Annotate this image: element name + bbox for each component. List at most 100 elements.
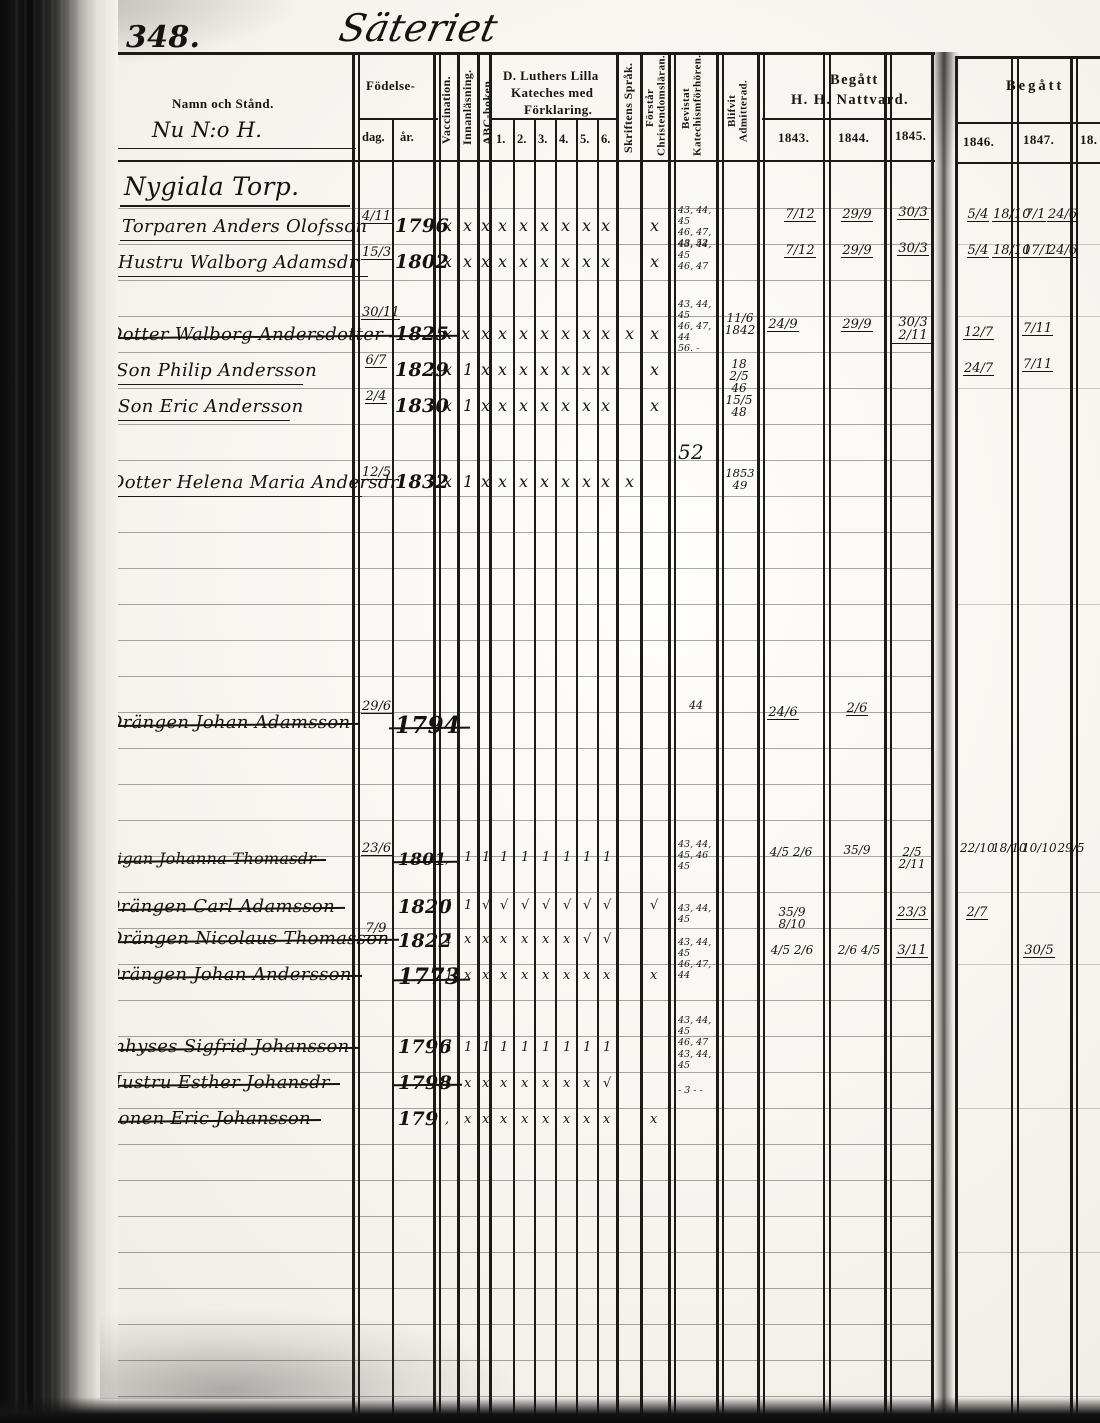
rule-1843-right	[823, 52, 825, 1423]
rule-admitterad-left	[722, 52, 724, 1423]
cell-cat-2: x	[519, 324, 529, 343]
cell-1847b: 7/11	[1022, 357, 1054, 373]
cell-1846: 12/7	[963, 325, 995, 341]
cell-cat-6: 1	[603, 850, 612, 865]
col-header-vaccination: Vaccination.	[439, 75, 453, 145]
cell-cat-6: x	[603, 1112, 611, 1127]
col-header-year-1846: 1846.	[963, 134, 995, 149]
cell-cat-4: x	[561, 396, 571, 415]
row-rule-right	[958, 388, 1100, 389]
cell-cat-4: x	[561, 472, 571, 491]
birth-day-num: 30/11	[361, 305, 401, 321]
col-header-innanlasning: Innanläsning.	[460, 69, 474, 145]
cell-innanlasning: 1	[463, 472, 474, 491]
section-heading-underline	[120, 205, 350, 207]
cell-sprak: x	[625, 324, 635, 343]
section-heading: Nygiala Torp.	[124, 172, 300, 201]
cell-cat-1: √	[500, 898, 509, 913]
cell-cat-1: x	[500, 1076, 508, 1091]
row-rule	[114, 460, 932, 461]
row-rule-right	[958, 1108, 1100, 1109]
divider-birth	[358, 118, 438, 120]
rule-abc-right	[489, 52, 492, 1423]
cell-vaccination: x	[443, 360, 453, 379]
cell-cat-1: x	[498, 252, 508, 271]
row-name: Hustru Walborg Adamsdr	[118, 252, 358, 273]
cell-1845: 2/5 2/11	[898, 845, 926, 871]
cell-innanlasning: 1	[464, 850, 473, 865]
cell-1847b: 10/10	[1022, 841, 1057, 855]
birth-year: 1825	[395, 323, 450, 345]
cell-admitterad: 15/5 48	[725, 393, 753, 419]
cell-cat-1: x	[498, 396, 508, 415]
page-number: 348.	[126, 20, 201, 55]
name-column-handwritten-note: Nu N:o H.	[152, 118, 263, 142]
rule-cat-4	[576, 118, 578, 1423]
row-name: Son Philip Andersson	[116, 360, 317, 381]
cell-forstar: x	[650, 216, 660, 235]
col-header-admitterad: Blifvit Admitterad.	[726, 79, 750, 143]
cell-1846: 22/10	[960, 841, 995, 855]
rule-birth-day-year	[392, 118, 394, 1423]
cell-cat-3: x	[542, 1076, 550, 1091]
row-rule-right	[958, 1396, 1100, 1397]
rule-bevistat-left	[674, 52, 676, 1423]
cell-1843: 35/9 8/10	[778, 905, 806, 931]
cell-1846: 5/4	[966, 243, 990, 259]
cell-cat-4: 1	[563, 1040, 572, 1055]
rule-admitterad-right	[757, 52, 760, 1423]
row-name: Drängen Johan Andersson	[106, 964, 352, 985]
rule-18xx-left	[1076, 56, 1078, 1423]
cell-cat-5: 1	[583, 850, 592, 865]
row-rule	[114, 964, 932, 965]
col-header-catechism-2: Kateches med	[511, 85, 594, 100]
cell-bevistat: 43, 44, 45 46, 47	[678, 239, 712, 272]
col-header-cat-5: 5.	[580, 132, 590, 146]
row-name-underline	[112, 496, 362, 498]
col-header-birth-day: dag.	[362, 130, 385, 144]
divider-nattvard-right	[956, 122, 1100, 124]
birth-day-num: 15/3	[361, 245, 393, 261]
row-rule	[114, 1396, 932, 1397]
row-name: Dotter Helena Maria Andersdr	[110, 472, 399, 493]
rule-1844-left	[829, 52, 831, 1423]
row-rule	[114, 1144, 932, 1145]
rule-1844-right	[884, 52, 887, 1423]
cell-forstar: x	[650, 252, 660, 271]
cell-cat-6: x	[601, 396, 611, 415]
row-rule	[114, 604, 932, 605]
row-rule	[114, 496, 932, 497]
rule-cat-right	[616, 52, 619, 1423]
rule-1845-left	[890, 52, 892, 1423]
row-rule-right	[958, 1252, 1100, 1253]
cell-innanlasning: x	[463, 252, 473, 271]
frame-top-left	[110, 52, 935, 55]
row-name: Hustru Esther Johansdr	[106, 1072, 330, 1093]
cell-innanlasning: x	[464, 968, 472, 983]
birth-day-num: 7/9	[364, 921, 388, 937]
cell-abc: 1	[482, 1040, 491, 1055]
cell-cat-4: x	[563, 1076, 571, 1091]
cell-vaccination: x	[443, 216, 453, 235]
cell-bevistat: 43, 44, 45 46, 47, 44 56. -	[678, 299, 712, 354]
cell-bevistat: 43, 44, 45 46, 47	[678, 1015, 712, 1048]
cell-forstar: √	[650, 898, 659, 913]
row-rule	[114, 856, 932, 857]
cell-cat-5: 1	[583, 1040, 592, 1055]
birth-year: 1832	[395, 471, 450, 493]
row-name: Drängen Johan Adamsson	[108, 712, 351, 733]
cell-cat-5: x	[583, 1076, 591, 1091]
rule-cat-1	[513, 118, 515, 1423]
cell-1845: 3/11	[896, 943, 928, 959]
cell-forstar: x	[650, 396, 660, 415]
row-rule	[114, 568, 932, 569]
rule-name-right	[352, 52, 355, 1423]
birth-year: 1802	[395, 251, 450, 273]
cell-innanlasning: x	[461, 324, 471, 343]
row-name-underline	[118, 276, 368, 278]
cell-forstar: x	[650, 324, 660, 343]
rule-1843-left	[763, 52, 765, 1423]
row-rule	[114, 1180, 932, 1181]
cell-innanlasning: 1	[464, 898, 473, 913]
col-header-year-1844: 1844.	[838, 130, 870, 145]
